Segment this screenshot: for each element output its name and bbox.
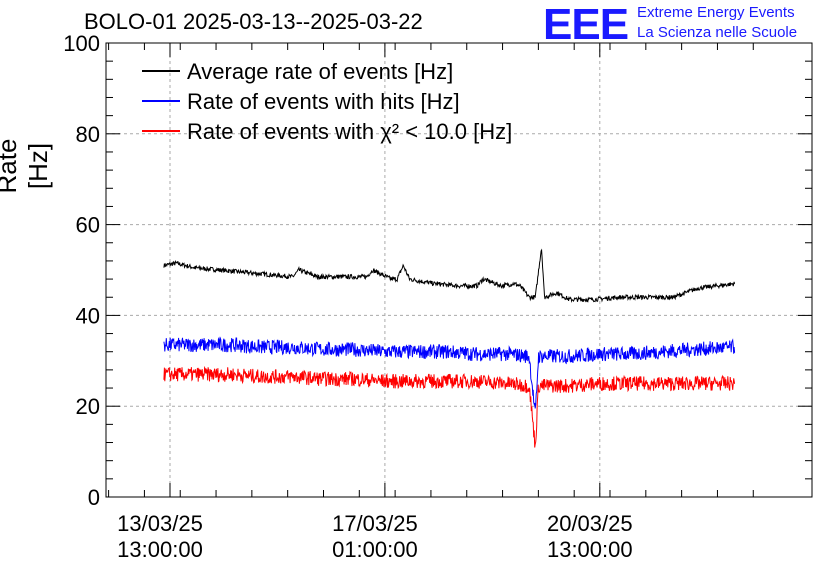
logo-caption-line2: La Scienza nelle Scuole xyxy=(637,24,798,41)
legend-entry: Rate of events with χ² < 10.0 [Hz] xyxy=(187,119,512,144)
y-tick-label: 100 xyxy=(63,31,100,56)
x-tick-label-time: 13:00:00 xyxy=(117,537,203,562)
series-line-average-rate-of-events-hz xyxy=(163,248,736,303)
series-line-rate-of-events-with-10-0-hz xyxy=(163,365,736,448)
y-tick-label: 0 xyxy=(88,485,100,510)
plot-frame xyxy=(105,42,813,498)
chart-title: BOLO-01 2025-03-13--2025-03-22 xyxy=(84,9,423,34)
x-tick-label-date: 13/03/25 xyxy=(117,511,203,536)
legend-entry: Rate of events with hits [Hz] xyxy=(187,89,460,114)
y-tick-label: 60 xyxy=(76,213,100,238)
x-tick-label-date: 17/03/25 xyxy=(332,511,418,536)
y-tick-label: 20 xyxy=(76,394,100,419)
x-tick-label-time: 13:00:00 xyxy=(547,537,633,562)
x-tick-label-date: 20/03/25 xyxy=(547,511,633,536)
series-line-rate-of-events-with-hits-hz xyxy=(163,336,736,409)
legend-entry: Average rate of events [Hz] xyxy=(187,59,453,84)
y-tick-label: 80 xyxy=(76,122,100,147)
x-tick-label-time: 01:00:00 xyxy=(332,537,418,562)
logo-caption: Extreme Energy Events La Scienza nelle S… xyxy=(637,3,797,43)
y-tick-label: 40 xyxy=(76,303,100,328)
eee-logo: EEE xyxy=(543,0,629,49)
logo-caption-line1: Extreme Energy Events xyxy=(637,4,795,21)
